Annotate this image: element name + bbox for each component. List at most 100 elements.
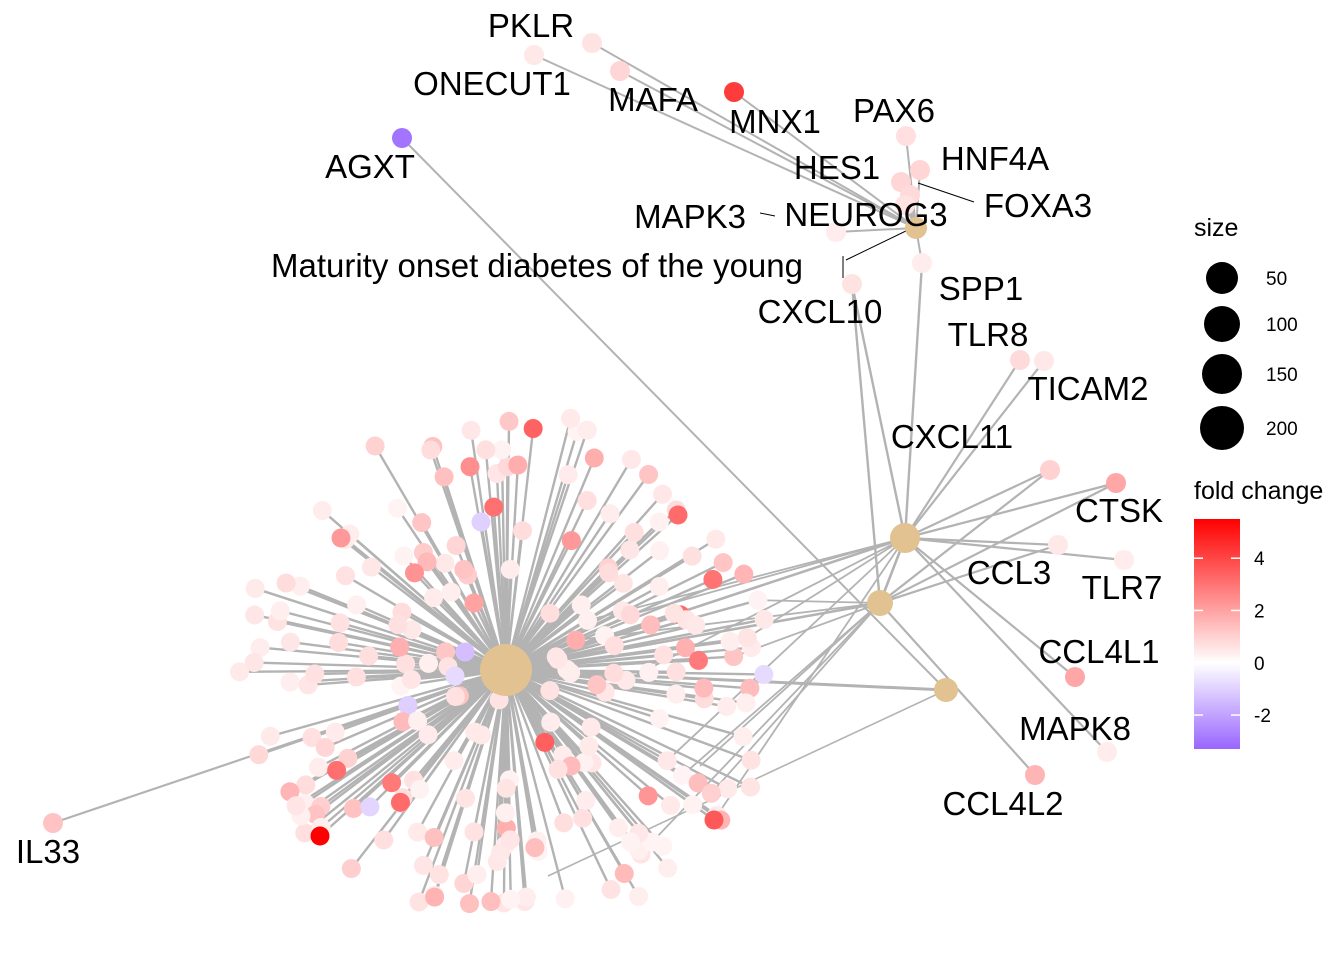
gene-node (742, 751, 761, 770)
gene-node (582, 718, 601, 737)
gene-node-hnf4a (910, 160, 930, 180)
gene-node (412, 513, 431, 532)
gene-label-ccl4l1: CCL4L1 (1038, 633, 1159, 670)
gene-node (667, 662, 686, 681)
gene-node (481, 892, 500, 911)
gene-node (686, 616, 705, 635)
category-node-3 (867, 590, 893, 616)
gene-node (683, 547, 702, 566)
gene-node (541, 713, 560, 732)
gene-node (287, 796, 306, 815)
gene-node (336, 566, 355, 585)
gene-node (435, 554, 454, 573)
gene-node (540, 604, 559, 623)
gene-node (445, 751, 464, 770)
size-legend-key-100 (1204, 306, 1240, 342)
gene-node (658, 859, 677, 878)
gene-node (639, 465, 658, 484)
gene-node-il33 (43, 813, 63, 833)
gene-label-il33: IL33 (16, 833, 80, 870)
gene-node (425, 828, 444, 847)
gene-node (654, 645, 673, 664)
colorbar-title: fold change (1194, 477, 1323, 505)
gene-node (326, 723, 345, 742)
gene-node (461, 457, 480, 476)
gene-label-tlr8: TLR8 (948, 316, 1029, 353)
gene-node (629, 887, 648, 906)
gene-node (578, 421, 597, 440)
gene-node (446, 687, 465, 706)
gene-node (419, 654, 438, 673)
gene-node (524, 419, 543, 438)
gene-node (650, 512, 669, 531)
gene-node (468, 865, 487, 884)
gene-node-pklr (582, 33, 602, 53)
gene-node (394, 546, 413, 565)
gene-node (615, 864, 634, 883)
edge (905, 538, 1058, 545)
gene-node (653, 485, 672, 504)
gene-node-ticam2 (1034, 351, 1054, 371)
gene-node (666, 685, 685, 704)
gene-label-ticam2: TICAM2 (1027, 370, 1148, 407)
gene-node (650, 709, 669, 728)
gene-node (714, 553, 733, 572)
gene-node (309, 758, 328, 777)
size-legend-title: size (1194, 214, 1238, 242)
gene-node (508, 456, 527, 475)
gene-node (703, 570, 722, 589)
gene-node (271, 601, 290, 620)
gene-node (277, 574, 296, 593)
gene-node (496, 803, 515, 822)
gene-label-pklr: PKLR (488, 7, 574, 44)
gene-node (471, 512, 490, 531)
gene-node (425, 888, 444, 907)
gene-node (604, 664, 623, 683)
gene-node-ccl4l2 (1025, 765, 1045, 785)
gene-node (347, 667, 366, 686)
gene-node (718, 779, 737, 798)
gene-node (621, 832, 640, 851)
gene-node (414, 856, 433, 875)
gene-node (402, 670, 421, 689)
gene-label-mapk8: MAPK8 (1019, 710, 1131, 747)
gene-node (513, 521, 532, 540)
gene-node (661, 796, 680, 815)
gene-label-ctsk: CTSK (1075, 492, 1163, 529)
size-legend-label-200: 200 (1266, 419, 1298, 440)
gene-node (305, 665, 324, 684)
gene-node (249, 745, 268, 764)
gene-label-ccl4l2: CCL4L2 (942, 785, 1063, 822)
gene-node (484, 498, 503, 517)
gene-node (313, 501, 332, 520)
gene-node (344, 799, 363, 818)
gene-node (621, 605, 640, 624)
gene-node (442, 583, 461, 602)
gene-label-agxt: AGXT (325, 148, 415, 185)
gene-node (736, 693, 755, 712)
gene-node-ccl4l1 (1065, 667, 1085, 687)
gene-node (602, 880, 621, 899)
gene-node (706, 530, 725, 549)
gene-node (650, 577, 669, 596)
gene-node (311, 827, 330, 846)
gene-node (465, 594, 484, 613)
gene-node (573, 809, 592, 828)
gene-node-pax6 (896, 126, 916, 146)
gene-node (447, 536, 466, 555)
gene-label-onecut1: ONECUT1 (413, 65, 571, 102)
gene-node (462, 421, 481, 440)
gene-node (556, 889, 575, 908)
gene-label-cxcl10: CXCL10 (758, 293, 883, 330)
category-node-hub (480, 644, 532, 696)
gene-node (421, 440, 440, 459)
gene-node (446, 667, 465, 686)
colorbar-tick-label: -2 (1254, 706, 1271, 727)
gene-node (460, 894, 479, 913)
gene-node-mafa (610, 61, 630, 81)
gene-node (721, 632, 740, 651)
gene-node (332, 529, 351, 548)
gene-node (261, 727, 280, 746)
gene-node (579, 736, 598, 755)
